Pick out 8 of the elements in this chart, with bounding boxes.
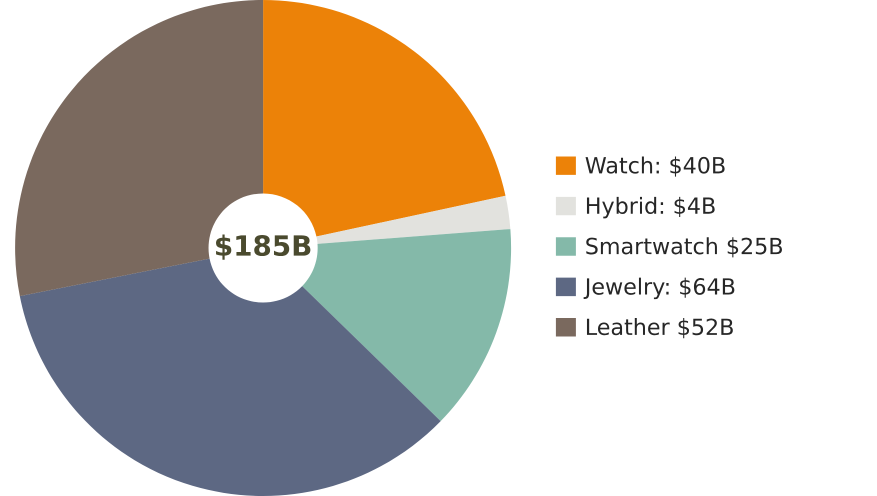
text: $185B [216, 234, 310, 260]
legend-label: Watch: $40B [586, 156, 725, 177]
legend-label: Hybrid: $4B [586, 196, 715, 218]
legend-label: Smartwatch $25B [586, 237, 782, 258]
legend-label: Jewelry: $64B [584, 278, 734, 300]
donut-slice [316, 196, 510, 244]
legend-label: Leather $52B [586, 318, 733, 338]
donut-slice [20, 258, 441, 496]
